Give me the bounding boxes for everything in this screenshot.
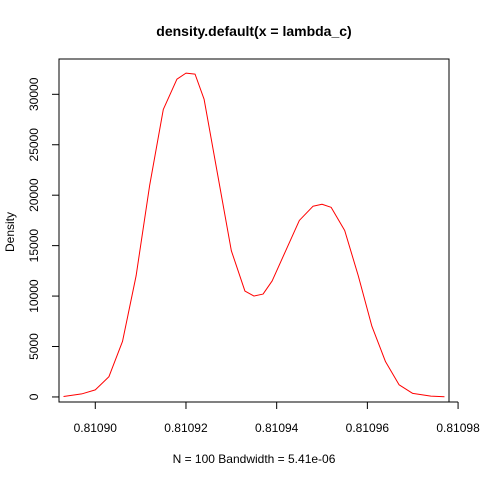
density-curve <box>63 72 445 398</box>
plot-frame <box>58 58 450 403</box>
x-tick-label: 0.81094 <box>255 421 299 435</box>
x-axis: 0.81090 0.81092 0.81094 0.81096 0.81098 <box>74 401 480 435</box>
x-axis-label: N = 100 Bandwidth = 5.41e-06 <box>173 452 336 466</box>
chart-title: density.default(x = lambda_c) <box>156 23 351 39</box>
y-tick-label: 0 <box>27 393 41 400</box>
y-axis: 0 5000 10000 15000 20000 25000 30000 <box>27 77 60 400</box>
y-tick-label: 10000 <box>27 279 41 313</box>
y-tick-label: 25000 <box>27 128 41 162</box>
y-tick-label: 15000 <box>27 229 41 263</box>
y-tick-label: 30000 <box>27 77 41 111</box>
y-axis-label: Density <box>3 212 17 252</box>
x-tick-label: 0.81098 <box>436 421 480 435</box>
x-tick-label: 0.81092 <box>164 421 208 435</box>
y-tick-label: 5000 <box>27 333 41 360</box>
x-tick-label: 0.81090 <box>74 421 118 435</box>
y-tick-label: 20000 <box>27 178 41 212</box>
x-tick-label: 0.81096 <box>346 421 390 435</box>
